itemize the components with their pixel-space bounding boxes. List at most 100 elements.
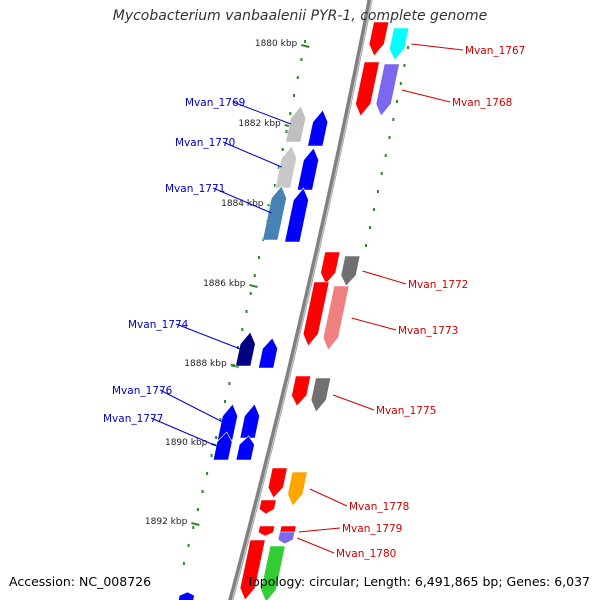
gene-arrow[interactable] [235,331,256,367]
gene-mvan-1780[interactable]: Mvan_1780 [257,525,396,560]
gene-mvan-1767[interactable]: Mvan_1767 [368,21,525,61]
left-track-dot [245,310,248,313]
gene-label-leader [298,527,341,533]
gene-unlabeled[interactable] [178,591,195,600]
gene-label[interactable]: Mvan_1772 [408,279,468,291]
gene-arrow[interactable] [274,145,297,189]
gene-arrow-companion[interactable] [239,539,266,600]
tick-tracks [182,40,410,565]
gene-label-leader [351,317,397,331]
gene-arrow-companion[interactable] [235,435,255,461]
left-track-dot [196,508,199,511]
gene-label[interactable]: Mvan_1777 [103,413,163,425]
right-track-dot [365,244,367,247]
gene-arrow[interactable] [178,591,195,600]
gene-arrow-companion[interactable] [239,403,260,439]
gene-label[interactable]: Mvan_1775 [376,405,436,417]
gene-unlabeled[interactable] [239,539,286,600]
gene-label-leader [150,417,217,447]
ruler-label: 1892 kbp [145,517,188,527]
gene-arrow-companion[interactable] [267,467,288,499]
left-track-dot [289,112,292,115]
left-track-dot [257,256,260,259]
gene-arrow[interactable] [262,185,287,241]
gene-arrow-companion[interactable] [284,187,309,243]
right-track-dot [392,118,395,121]
gene-mvan-1772[interactable]: Mvan_1772 [320,251,469,291]
gene-label[interactable]: Mvan_1770 [175,137,235,149]
gene-arrow[interactable] [389,27,410,61]
gene-arrow-companion[interactable] [302,281,330,347]
left-track-dot [182,562,185,565]
gene-arrow[interactable] [212,431,233,461]
gene-mvan-1771[interactable]: Mvan_1771 [165,183,309,243]
gene-arrow[interactable] [310,377,332,413]
gene-label[interactable]: Mvan_1779 [342,523,402,535]
ruler-tick [301,44,310,48]
left-track-dot [285,130,288,133]
gene-arrow-companion[interactable] [320,251,341,285]
gene-label[interactable]: Mvan_1769 [185,97,245,109]
gene-arrow-companion[interactable] [291,375,312,407]
ruler-label: 1884 kbp [221,199,264,209]
gene-label-leader [411,43,464,51]
gene-mvan-1774[interactable]: Mvan_1774 [128,319,278,369]
ruler-label: 1890 kbp [165,438,208,448]
gene-arrow[interactable] [340,255,361,287]
gene-label[interactable]: Mvan_1778 [349,501,409,513]
gene-label[interactable]: Mvan_1771 [165,183,225,195]
topology-label: Topology: circular; Length: 6,491,865 bp… [246,574,590,589]
gene-arrow-companion[interactable] [258,337,278,369]
gene-label-leader [175,323,241,350]
gene-arrow[interactable] [322,285,350,351]
gene-arrow-companion[interactable] [296,147,319,191]
gene-arrow-companion[interactable] [257,525,276,537]
gene-mvan-1775[interactable]: Mvan_1775 [291,375,437,417]
gene-label[interactable]: Mvan_1768 [452,97,512,109]
gene-arrow-companion[interactable] [307,109,329,147]
gene-arrow[interactable] [287,471,308,507]
gene-mvan-1773[interactable]: Mvan_1773 [302,281,458,351]
left-track-dot [304,40,307,43]
gene-label-leader [297,537,335,554]
right-track-dot [384,154,387,157]
left-track-dot [206,472,209,475]
gene-mvan-1768[interactable]: Mvan_1768 [355,61,513,117]
gene-arrow[interactable] [285,105,307,143]
gene-mvan-1776[interactable]: Mvan_1776 [112,385,260,441]
gene-arrow[interactable] [260,545,286,600]
gene-mvan-1770[interactable]: Mvan_1770 [175,137,319,191]
gene-arrow-companion[interactable] [368,21,390,57]
gene-label[interactable]: Mvan_1776 [112,385,173,397]
gene-label[interactable]: Mvan_1767 [465,45,525,57]
right-track-dot [399,82,402,85]
left-track-dot [210,454,213,457]
left-track-dot [224,400,226,403]
right-track-dot [403,64,406,67]
gene-mvan-1779[interactable]: Mvan_1779 [258,499,402,539]
right-track-dot [396,100,398,103]
right-track-dot [407,46,410,49]
left-track-dot [241,328,244,331]
right-track-dot [380,172,383,175]
left-track-dot [277,166,280,169]
gene-arrow-companion[interactable] [258,499,277,515]
gene-arrow[interactable] [375,63,400,117]
gene-label-leader [159,389,223,423]
gene-label[interactable]: Mvan_1773 [398,325,458,337]
gene-label[interactable]: Mvan_1774 [128,319,189,331]
left-track-dot [300,58,303,61]
right-track-dot [369,226,371,229]
left-track-dot [281,148,284,151]
backbone-highlight [231,0,373,600]
gene-mvan-1777[interactable]: Mvan_1777 [103,413,255,461]
right-track-dot [388,136,391,139]
gene-mvan-1778[interactable]: Mvan_1778 [267,467,409,513]
gene-label[interactable]: Mvan_1780 [336,548,396,560]
gene-mvan-1769[interactable]: Mvan_1769 [185,97,329,147]
left-track-dot [253,274,256,277]
gene-arrow[interactable] [277,531,296,545]
gene-label-leader [222,141,282,168]
gene-label-leader [212,187,272,214]
gene-arrow-companion[interactable] [355,61,380,117]
